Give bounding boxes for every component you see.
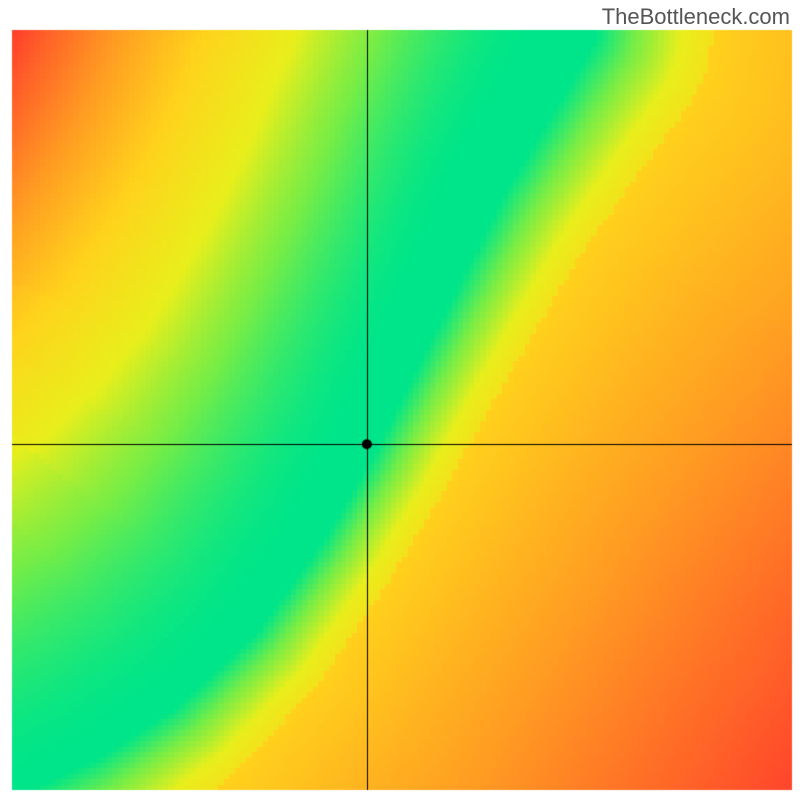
chart-container: TheBottleneck.com [0, 0, 800, 800]
heatmap-canvas [0, 0, 800, 800]
